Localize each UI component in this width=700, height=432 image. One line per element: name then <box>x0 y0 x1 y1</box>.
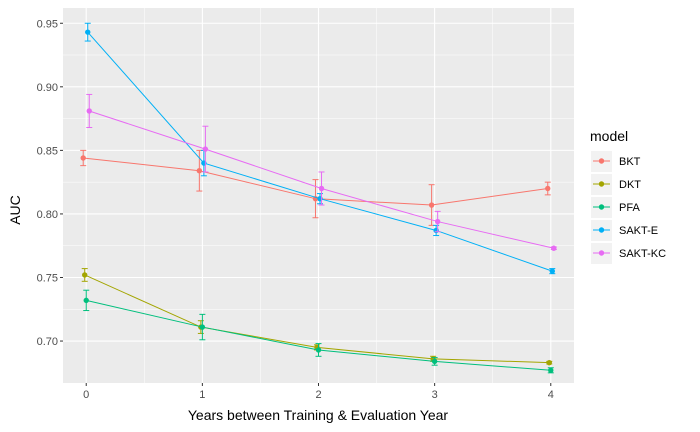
data-point <box>82 272 88 278</box>
y-tick-label: 0.70 <box>37 336 58 348</box>
legend-item-dkt: DKT <box>591 174 641 195</box>
data-point <box>80 155 86 161</box>
y-axis: 0.70 0.75 0.80 0.85 0.90 0.95 <box>37 18 63 348</box>
legend-key-point <box>598 181 605 187</box>
data-point <box>315 347 322 353</box>
y-tick-label: 0.90 <box>37 82 58 94</box>
legend-key-point <box>598 204 605 210</box>
legend: model BKT DKT PFA SAKT-E SAKT-KC <box>590 128 666 264</box>
series-layer <box>80 22 557 374</box>
legend-key-point <box>598 227 605 233</box>
data-point <box>428 202 435 208</box>
x-tick-label: 0 <box>83 389 89 401</box>
legend-item-pfa: PFA <box>591 197 640 218</box>
x-axis: 0 1 2 3 4 <box>83 383 554 401</box>
data-point <box>551 245 557 251</box>
legend-key-point <box>598 250 605 256</box>
x-tick-label: 3 <box>432 389 438 401</box>
data-point <box>546 359 552 366</box>
legend-item-sakt-kc: SAKT-KC <box>591 243 666 264</box>
x-tick-label: 1 <box>199 389 205 401</box>
series-sakt-kc <box>86 93 557 251</box>
y-tick-label: 0.95 <box>37 18 58 30</box>
data-point <box>434 218 441 225</box>
y-axis-title: AUC <box>7 195 23 225</box>
data-point <box>548 367 554 373</box>
legend-title: model <box>590 128 628 144</box>
data-point <box>86 108 92 114</box>
y-tick-label: 0.80 <box>37 209 58 221</box>
data-point <box>545 185 551 192</box>
data-point <box>318 185 325 192</box>
legend-item-bkt: BKT <box>591 151 641 172</box>
y-tick-label: 0.85 <box>37 145 58 157</box>
x-tick-label: 4 <box>548 389 554 401</box>
x-tick-label: 2 <box>315 389 321 401</box>
data-point <box>199 324 206 330</box>
data-point <box>85 29 91 35</box>
data-point <box>549 268 555 274</box>
series-pfa <box>83 289 554 374</box>
y-tick-label: 0.75 <box>37 272 58 284</box>
x-axis-title: Years between Training & Evaluation Year <box>188 407 449 423</box>
data-point <box>196 168 203 174</box>
legend-item-sakt-e: SAKT-E <box>591 220 658 241</box>
data-point <box>202 146 209 152</box>
series-bkt <box>80 149 551 226</box>
legend-label: SAKT-KC <box>619 248 666 260</box>
legend-label: SAKT-E <box>619 225 658 237</box>
legend-label: BKT <box>619 156 641 168</box>
legend-key-point <box>598 158 605 164</box>
data-point <box>83 297 89 304</box>
legend-label: PFA <box>619 202 640 214</box>
data-point <box>431 358 438 365</box>
legend-label: DKT <box>619 179 641 191</box>
